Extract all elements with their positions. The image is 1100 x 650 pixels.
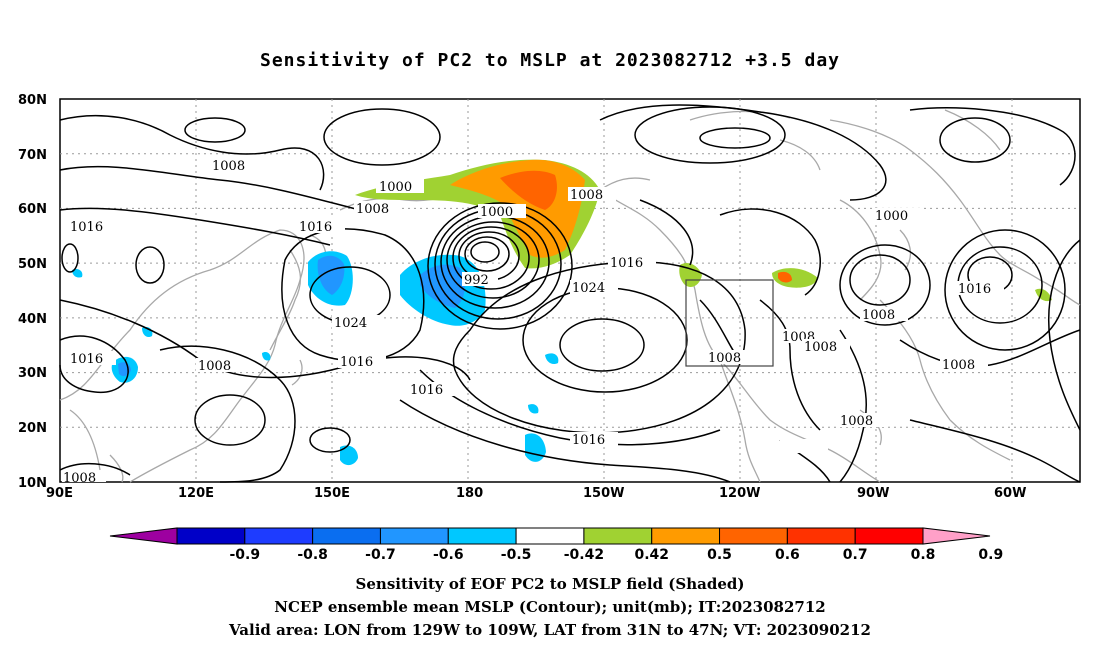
lat-tick-label: 10N	[18, 476, 47, 491]
lon-tick-label: 180	[456, 486, 483, 501]
colorbar-swatch	[786, 527, 856, 545]
colorbar-swatch	[379, 527, 449, 545]
colorbar-swatch	[176, 527, 246, 545]
shaded-positive-green-4	[1035, 288, 1052, 302]
footer-line-2: NCEP ensemble mean MSLP (Contour); unit(…	[274, 598, 826, 616]
contour-label: 1008	[198, 359, 231, 374]
colorbar-swatch	[312, 527, 381, 545]
lon-tick-label: 90E	[46, 486, 73, 501]
shaded-negative-cyan-7	[545, 353, 559, 365]
lat-tick-label: 30N	[18, 366, 47, 381]
lat-tick-label: 20N	[18, 421, 47, 436]
lat-tick-label: 70N	[18, 148, 47, 163]
colorbar-end-low	[109, 527, 178, 545]
lon-axis-labels: 90E 120E 150E 180 150W 120W 90W 60W	[46, 486, 1026, 501]
colorbar-label: -0.42	[564, 547, 604, 563]
contour-label: 1008	[356, 202, 389, 217]
colorbar-swatch	[447, 527, 517, 545]
contour-label: 1024	[572, 281, 605, 296]
colorbar-swatch	[515, 527, 585, 545]
lon-tick-label: 150W	[583, 486, 624, 501]
contour-label: 1016	[410, 383, 443, 398]
lat-tick-label: 80N	[18, 93, 47, 108]
colorbar: -0.9 -0.8 -0.7 -0.6 -0.5 -0.42 0.42 0.5 0.6 0.7 0.…	[109, 527, 1003, 563]
contour-label: 1008	[804, 340, 837, 355]
contour-label: 1008	[570, 188, 603, 203]
lat-tick-label: 40N	[18, 312, 47, 327]
contour-label: 1016	[572, 433, 605, 448]
shaded-positive-darkorange	[500, 170, 557, 210]
shaded-negative-blue-1	[420, 264, 465, 308]
contour-label: 1016	[299, 220, 332, 235]
colorbar-label: 0.7	[843, 547, 868, 563]
shaded-positive-green-2	[679, 263, 702, 287]
shaded-negative-cyan-8	[528, 404, 539, 414]
colorbar-label: -0.6	[433, 547, 464, 563]
lon-tick-label: 150E	[314, 486, 350, 501]
footer-line-3: Valid area: LON from 129W to 109W, LAT f…	[229, 621, 871, 639]
contour-label: 1008	[708, 351, 741, 366]
colorbar-swatch	[719, 527, 788, 545]
contour-label: 1000	[379, 180, 412, 195]
contour-label: 992	[464, 273, 489, 288]
colorbar-label: 0.9	[978, 547, 1003, 563]
lat-tick-label: 60N	[18, 202, 47, 217]
chart-title: Sensitivity of PC2 to MSLP at 2023082712…	[259, 50, 840, 71]
shaded-positive-darkorange-2	[778, 271, 792, 283]
colorbar-swatch	[854, 527, 924, 545]
colorbar-label: -0.7	[365, 547, 396, 563]
contour-label-group: 1008 1016 1000 1008 1016 1000 1008 992 1…	[62, 158, 1004, 486]
lat-axis-labels: 80N 70N 60N 50N 40N 30N 20N 10N	[18, 93, 47, 491]
contour-label: 1008	[840, 414, 873, 429]
lon-tick-label: 120W	[719, 486, 760, 501]
contour-label: 1008	[63, 471, 96, 486]
contour-label: 1008	[942, 358, 975, 373]
contour-label: 1008	[862, 308, 895, 323]
colorbar-label: 0.5	[707, 547, 732, 563]
contour-label: 1016	[70, 220, 103, 235]
colorbar-label: -0.8	[297, 547, 328, 563]
colorbar-swatch	[583, 527, 653, 545]
colorbar-swatch	[651, 527, 721, 545]
footer-line-1: Sensitivity of EOF PC2 to MSLP field (Sh…	[355, 575, 745, 593]
contour-label: 1016	[340, 355, 373, 370]
colorbar-label: -0.5	[501, 547, 532, 563]
valid-area-box	[685, 279, 774, 367]
lon-tick-label: 60W	[994, 486, 1026, 501]
colorbar-label: 0.8	[911, 547, 936, 563]
contour-label: 1016	[70, 352, 103, 367]
contour-label: 1000	[480, 205, 513, 220]
contour-label: 1008	[212, 159, 245, 174]
lon-tick-label: 120E	[178, 486, 214, 501]
colorbar-label: -0.9	[230, 547, 261, 563]
shaded-negative-cyan-10	[262, 351, 271, 361]
shaded-negative-blue-2	[317, 255, 345, 295]
contour-label: 1016	[610, 256, 643, 271]
contour-label: 1024	[334, 316, 367, 331]
lat-tick-label: 50N	[18, 257, 47, 272]
contour-label: 1000	[875, 209, 908, 224]
contour-label: 1016	[958, 282, 991, 297]
colorbar-swatch	[244, 527, 314, 545]
shaded-negative-cyan-4	[340, 445, 358, 466]
colorbar-end-high	[922, 527, 991, 545]
colorbar-label: 0.6	[775, 547, 800, 563]
shaded-negative-cyan-9	[72, 268, 83, 278]
lon-tick-label: 90W	[857, 486, 889, 501]
colorbar-label: 0.42	[634, 547, 669, 563]
